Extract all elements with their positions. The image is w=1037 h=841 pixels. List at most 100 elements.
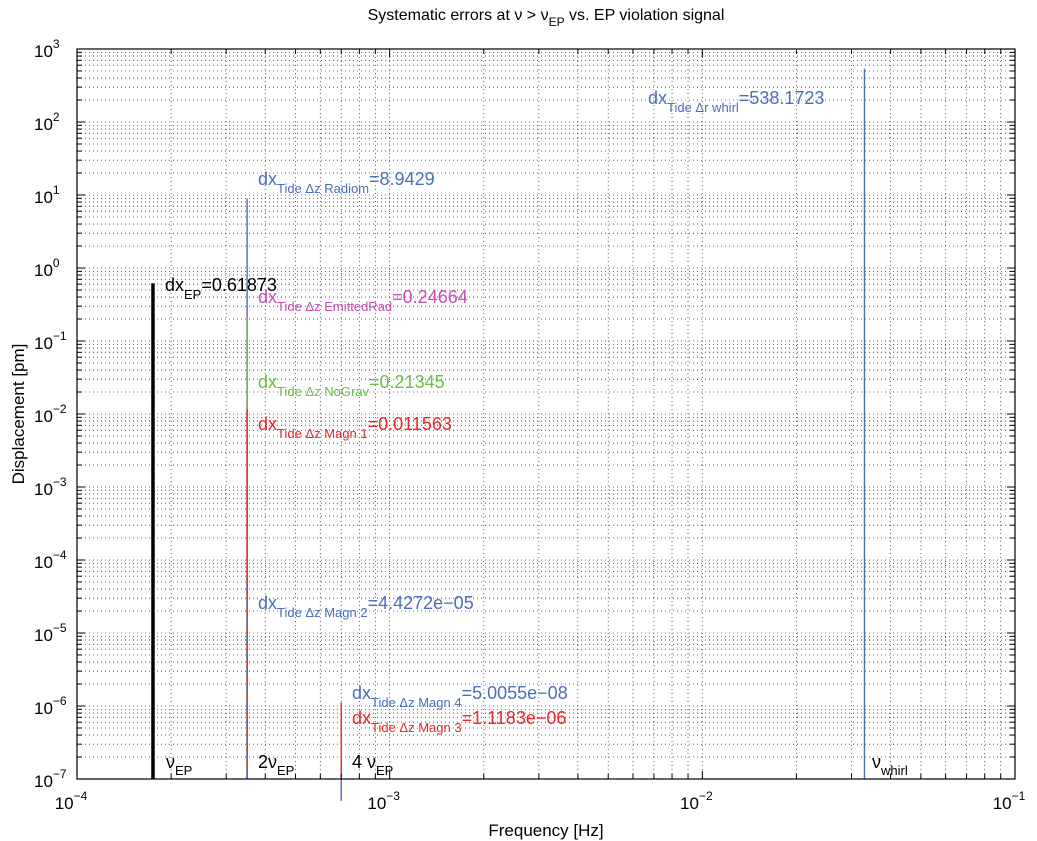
data-label-value: =4.4272e−05	[368, 593, 474, 613]
y-tick-exp: −6	[53, 694, 67, 708]
y-tick-base: 10	[34, 115, 53, 134]
data-label-main: dx	[648, 88, 667, 108]
y-tick-exp: −1	[53, 329, 67, 343]
data-label-value: =0.61873	[201, 275, 277, 295]
data-label-main: dx	[258, 287, 277, 307]
freq-annotation-main: 4 ν	[352, 752, 376, 772]
y-tick-label: 101	[34, 183, 60, 207]
data-label-value: =0.011563	[368, 414, 452, 434]
data-label-sub: Tide Δr whirl	[667, 100, 739, 115]
data-label-4: dxTide Δz Magn 1=0.011563	[258, 414, 452, 441]
x-axis-label: Frequency [Hz]	[488, 821, 603, 840]
data-label-main: dx	[258, 169, 277, 189]
x-tick-exp: −4	[74, 789, 88, 803]
x-tick-base: 10	[55, 794, 74, 813]
y-tick-label: 10−2	[34, 402, 67, 426]
y-tick-base: 10	[34, 626, 53, 645]
data-label-value: =5.0055e−08	[462, 683, 568, 703]
data-label-5: dxTide Δz Magn 2=4.4272e−05	[258, 593, 474, 620]
y-tick-base: 10	[34, 188, 53, 207]
y-tick-label: 10−5	[34, 621, 67, 645]
y-tick-label: 103	[34, 37, 60, 61]
freq-annotation-main: ν	[166, 752, 175, 772]
ticks	[76, 48, 1016, 780]
data-label-main: dx	[352, 683, 371, 703]
data-label-sub: Tide Δz NoGrav	[277, 384, 370, 399]
y-tick-label: 10−7	[34, 767, 67, 791]
y-tick-exp: 3	[53, 37, 60, 51]
x-tick-label: 10−4	[55, 789, 88, 813]
data-label-sub: Tide Δz Radiom	[277, 181, 369, 196]
x-tick-label: 10−1	[993, 789, 1026, 813]
y-tick-exp: 1	[53, 183, 60, 197]
data-label-value: =538.1723	[739, 88, 825, 108]
data-label-sub: EP	[184, 287, 201, 302]
freq-annotation-sub: EP	[175, 763, 192, 778]
chart-title: Systematic errors at ν > νEP vs. EP viol…	[368, 7, 725, 29]
freq-annotation-sub: whirl	[880, 763, 908, 778]
data-label-main: dx	[258, 372, 277, 392]
x-tick-exp: −3	[386, 789, 400, 803]
y-tick-exp: −3	[53, 475, 67, 489]
data-label-8: dxTide Δr whirl=538.1723	[648, 88, 824, 115]
freq-annotation-1: 2νEP	[258, 752, 294, 778]
data-label-sub: Tide Δz Magn 3	[371, 720, 462, 735]
data-label-7: dxTide Δz Magn 4=5.0055e−08	[352, 683, 568, 710]
x-tick-exp: −2	[699, 789, 713, 803]
y-tick-base: 10	[34, 480, 53, 499]
x-tick-base: 10	[680, 794, 699, 813]
x-tick-base: 10	[367, 794, 386, 813]
data-label-6: dxTide Δz Magn 3=1.1183e−06	[352, 708, 566, 735]
chart-title-sub: EP	[549, 15, 565, 29]
data-label-value: =0.24664	[392, 287, 468, 307]
x-tick-base: 10	[993, 794, 1012, 813]
y-tick-base: 10	[34, 699, 53, 718]
data-label-value: =8.9429	[369, 169, 435, 189]
y-tick-base: 10	[34, 261, 53, 280]
y-axis-label: Displacement [pm]	[9, 344, 28, 485]
y-tick-label: 10−3	[34, 475, 67, 499]
data-label-sub: Tide Δz Magn 4	[371, 695, 462, 710]
y-tick-base: 10	[34, 407, 53, 426]
data-label-sub: Tide Δz Magn 1	[277, 426, 368, 441]
freq-annotation-main: ν	[872, 752, 881, 772]
y-tick-base: 10	[34, 42, 53, 61]
y-tick-exp: −2	[53, 402, 67, 416]
freq-annotation-sub: EP	[277, 763, 294, 778]
data-label-2: dxTide Δz EmittedRad=0.24664	[258, 287, 468, 314]
y-tick-label: 100	[34, 256, 60, 280]
chart-title-main: Systematic errors at ν > ν	[368, 7, 549, 24]
data-label-main: dx	[352, 708, 371, 728]
x-tick-exp: −1	[1012, 789, 1026, 803]
data-label-0: dxEP=0.61873	[165, 275, 277, 302]
freq-annotation-main: 2ν	[258, 752, 277, 772]
y-tick-exp: −4	[53, 548, 67, 562]
y-tick-base: 10	[34, 334, 53, 353]
y-tick-label: 10−1	[34, 329, 67, 353]
grid	[77, 49, 1015, 779]
y-tick-label: 102	[34, 110, 60, 134]
x-tick-label: 10−2	[680, 789, 713, 813]
data-label-1: dxTide Δz Radiom=8.9429	[258, 169, 435, 196]
y-tick-exp: −7	[53, 767, 67, 781]
y-tick-exp: −5	[53, 621, 67, 635]
x-tick-label: 10−3	[367, 789, 400, 813]
chart-title-tail: vs. EP violation signal	[565, 7, 725, 24]
freq-annotation-sub: EP	[376, 763, 393, 778]
y-tick-base: 10	[34, 553, 53, 572]
data-label-value: =0.21345	[369, 372, 445, 392]
y-tick-exp: 2	[53, 110, 60, 124]
data-label-3: dxTide Δz NoGrav=0.21345	[258, 372, 445, 399]
data-label-main: dx	[165, 275, 184, 295]
freq-annotation-3: νwhirl	[872, 752, 908, 778]
y-tick-exp: 0	[53, 256, 60, 270]
y-tick-label: 10−6	[34, 694, 67, 718]
y-tick-label: 10−4	[34, 548, 67, 572]
freq-annotation-2: 4 νEP	[352, 752, 393, 778]
data-label-main: dx	[258, 414, 277, 434]
y-tick-base: 10	[34, 772, 53, 791]
freq-annotation-0: νEP	[166, 752, 192, 778]
data-label-value: =1.1183e−06	[462, 708, 567, 728]
data-label-sub: Tide Δz Magn 2	[277, 605, 368, 620]
